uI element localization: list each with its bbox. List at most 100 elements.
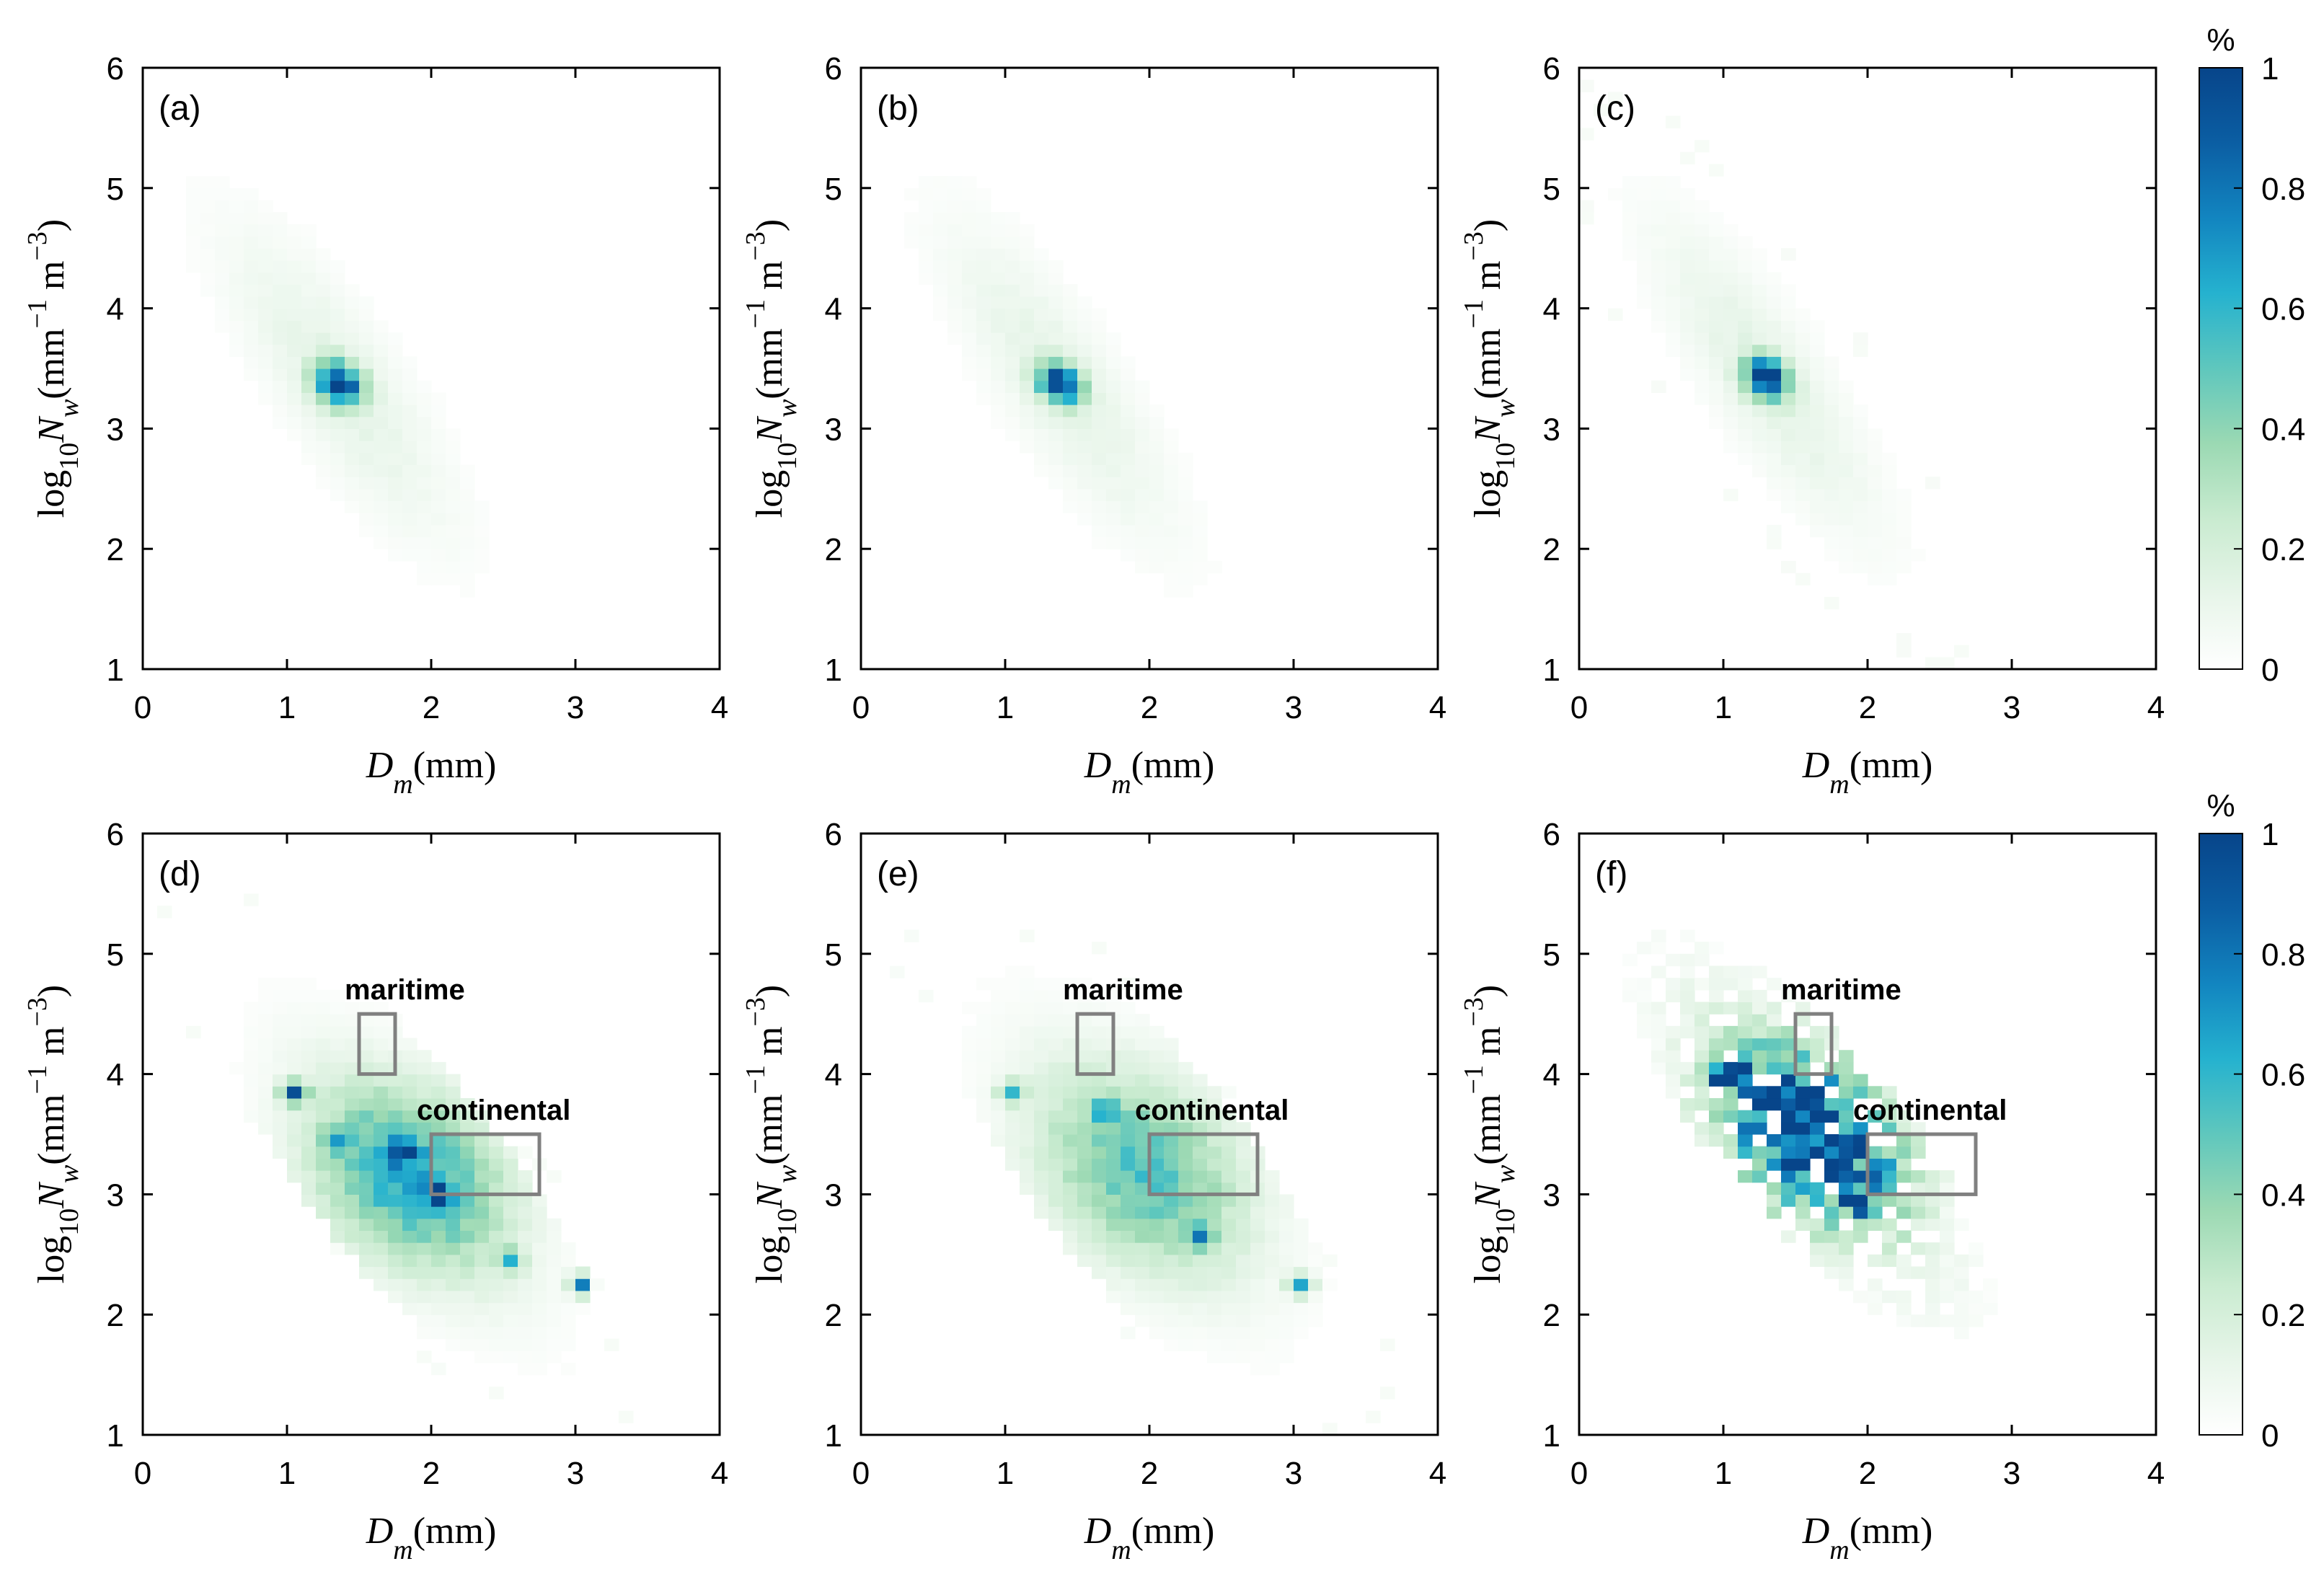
heatmap-cell <box>1651 272 1666 285</box>
heatmap-cell <box>1940 1314 1955 1327</box>
heatmap-cell <box>1896 1146 1912 1159</box>
heatmap-cell <box>330 1242 345 1255</box>
heatmap-cell <box>1121 477 1136 490</box>
heatmap-cell <box>1048 1206 1064 1219</box>
heatmap-cell <box>1149 1242 1165 1255</box>
x-tick-label: 2 <box>1859 1456 1876 1491</box>
heatmap-cell <box>1077 332 1092 345</box>
heatmap-cell <box>345 1074 360 1087</box>
heatmap-cell <box>1077 416 1092 429</box>
heatmap-cell <box>976 356 991 369</box>
heatmap-cell <box>1034 1086 1049 1099</box>
heatmap-cell <box>991 1050 1006 1063</box>
heatmap-cell <box>359 464 374 477</box>
heatmap-cell <box>518 1170 533 1183</box>
heatmap-cell <box>1020 978 1035 991</box>
heatmap-cell <box>1954 1278 1969 1291</box>
heatmap-cell <box>1810 464 1825 477</box>
heatmap-cell <box>1680 224 1695 237</box>
heatmap-cell <box>460 1194 475 1207</box>
heatmap-cell <box>460 1230 475 1243</box>
heatmap-cell <box>1236 1230 1251 1243</box>
heatmap-cell <box>933 224 948 237</box>
heatmap-cell <box>402 488 417 502</box>
heatmap-cell <box>1193 1218 1208 1232</box>
heatmap-cell <box>1063 1230 1078 1243</box>
heatmap-cell <box>1193 1266 1208 1279</box>
heatmap-cell <box>359 1061 374 1075</box>
panel-letter: (b) <box>877 89 919 128</box>
heatmap-cell <box>1005 272 1020 285</box>
heatmap-cell <box>1738 978 1753 991</box>
heatmap-cell <box>1178 1338 1193 1351</box>
heatmap-cell <box>1752 428 1767 441</box>
heatmap-cell <box>1207 1266 1222 1279</box>
heatmap-cell <box>1738 1074 1753 1087</box>
heatmap-cell <box>547 1218 562 1232</box>
heatmap-cell <box>489 1266 504 1279</box>
heatmap-cell <box>417 1254 432 1268</box>
heatmap-cell <box>402 1050 417 1063</box>
heatmap-cell <box>1868 1110 1883 1123</box>
colorbar-tick-label: 0.6 <box>2261 292 2305 327</box>
heatmap-cell <box>474 1290 490 1304</box>
heatmap-cell <box>301 1158 317 1171</box>
heatmap-cell <box>1020 416 1035 429</box>
heatmap-cell <box>1680 1097 1695 1111</box>
heatmap-cell <box>417 1351 432 1363</box>
heatmap-cell <box>244 1025 259 1039</box>
heatmap-cell <box>1882 1218 1897 1232</box>
heatmap-cell <box>1048 1194 1064 1207</box>
heatmap-cell <box>258 332 273 345</box>
heatmap-cell <box>1839 1242 1854 1255</box>
heatmap-cell <box>1637 200 1652 213</box>
heatmap-cell <box>215 296 230 309</box>
heatmap-cell <box>1077 356 1092 369</box>
heatmap-cell <box>1752 1122 1767 1135</box>
heatmap-cell <box>1767 1025 1782 1039</box>
heatmap-cell <box>1795 1014 1811 1027</box>
heatmap-cell <box>460 1158 475 1171</box>
heatmap-cell <box>1608 308 1623 321</box>
heatmap-cell <box>1637 236 1652 249</box>
heatmap-cell <box>374 1014 389 1027</box>
heatmap-cell <box>474 536 490 549</box>
heatmap-cell <box>258 284 273 297</box>
heatmap-cell <box>301 1050 317 1063</box>
heatmap-cell <box>1824 477 1839 490</box>
heatmap-cell <box>1824 1266 1839 1279</box>
heatmap-cell <box>1738 989 1753 1003</box>
heatmap-cell <box>330 1158 345 1171</box>
heatmap-cell <box>388 1158 403 1171</box>
heatmap-cell <box>374 1194 389 1207</box>
heatmap-cell <box>1250 1314 1265 1327</box>
heatmap-cell <box>1680 151 1695 165</box>
heatmap-cell <box>330 356 345 369</box>
heatmap-cell <box>1853 1146 1868 1159</box>
heatmap-cell <box>1106 1110 1121 1123</box>
heatmap-cell <box>1178 513 1193 526</box>
heatmap-cell <box>1853 1290 1868 1304</box>
heatmap-cell <box>359 488 374 502</box>
heatmap-cell <box>518 1338 533 1351</box>
heatmap-cell <box>1048 416 1064 429</box>
heatmap-cell <box>1666 187 1681 201</box>
heatmap-cell <box>1034 978 1049 991</box>
heatmap-cell <box>1034 1074 1049 1087</box>
heatmap-cell <box>460 1254 475 1268</box>
heatmap-cell <box>402 1134 417 1147</box>
heatmap-cell <box>1207 1338 1222 1351</box>
heatmap-cell <box>1940 657 1955 670</box>
heatmap-cell <box>1723 965 1738 978</box>
heatmap-cell <box>1896 513 1912 526</box>
heatmap-cell <box>1767 332 1782 345</box>
heatmap-cell <box>417 441 432 454</box>
heatmap-cell <box>1135 488 1150 502</box>
heatmap-cell <box>1149 1110 1165 1123</box>
heatmap-cell <box>1106 488 1121 502</box>
heatmap-cell <box>1723 308 1738 321</box>
heatmap-cell <box>1853 1218 1868 1232</box>
heatmap-cell <box>1034 1025 1049 1039</box>
heatmap-cell <box>1868 1194 1883 1207</box>
heatmap-cell <box>1005 1061 1020 1075</box>
